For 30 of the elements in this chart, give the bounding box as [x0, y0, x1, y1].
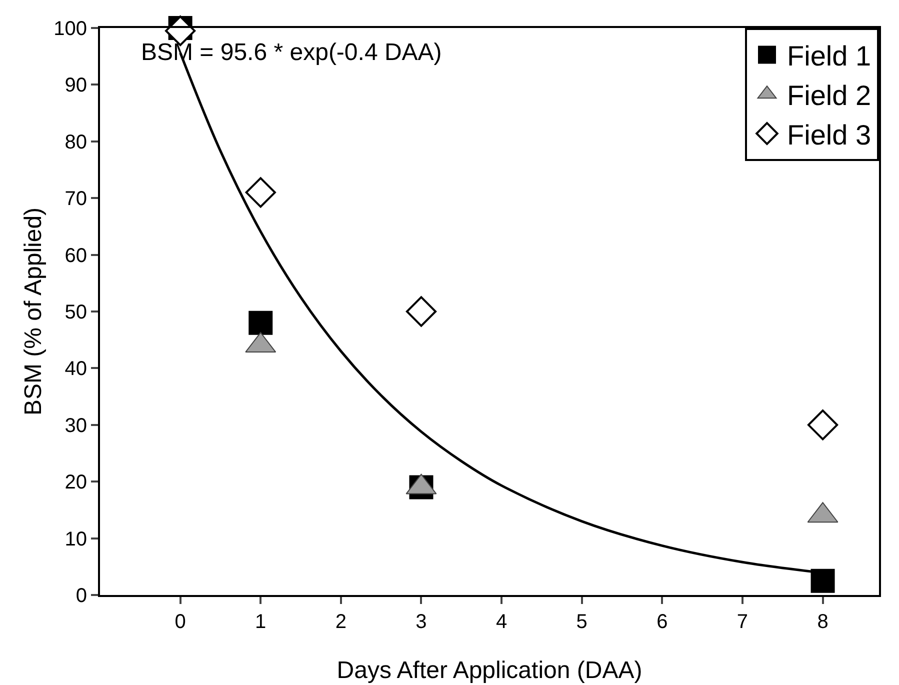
x-tick-label: 1 — [255, 611, 266, 633]
x-tick-label: 5 — [576, 611, 588, 633]
legend-label: Field 3 — [787, 119, 872, 150]
y-axis-title: BSM (% of Applied) — [20, 207, 47, 416]
x-tick-label: 7 — [736, 611, 748, 633]
y-tick-label: 0 — [76, 585, 87, 607]
y-tick-label: 60 — [64, 244, 87, 267]
y-tick-label: 80 — [64, 131, 87, 154]
point — [245, 177, 276, 208]
y-tick-label: 70 — [64, 188, 87, 210]
y-tick-label: 10 — [64, 528, 87, 550]
y-tick-label: 50 — [64, 302, 87, 324]
y-tick-label: 90 — [64, 74, 87, 97]
x-tick-label: 2 — [335, 611, 346, 633]
legend-label: Field 2 — [787, 80, 872, 112]
y-tick-label: 30 — [64, 414, 87, 437]
point — [807, 410, 838, 440]
y-tick-label: 20 — [64, 472, 87, 494]
y-tick-label: 100 — [54, 18, 87, 40]
point — [248, 310, 273, 335]
x-tick-label: 8 — [817, 611, 828, 633]
y-tick-label: 40 — [64, 358, 87, 380]
x-tick-label: 0 — [174, 611, 186, 633]
point — [810, 568, 835, 593]
x-axis-title: Days After Application (DAA) — [336, 657, 642, 684]
x-tick-label: 3 — [416, 611, 427, 633]
annotation: BSM = 95.6 * exp(-0.4 DAA) — [141, 39, 442, 66]
x-tick-label: 4 — [496, 611, 508, 633]
legend-label: Field 1 — [787, 40, 872, 72]
x-tick-label: 6 — [656, 611, 668, 633]
